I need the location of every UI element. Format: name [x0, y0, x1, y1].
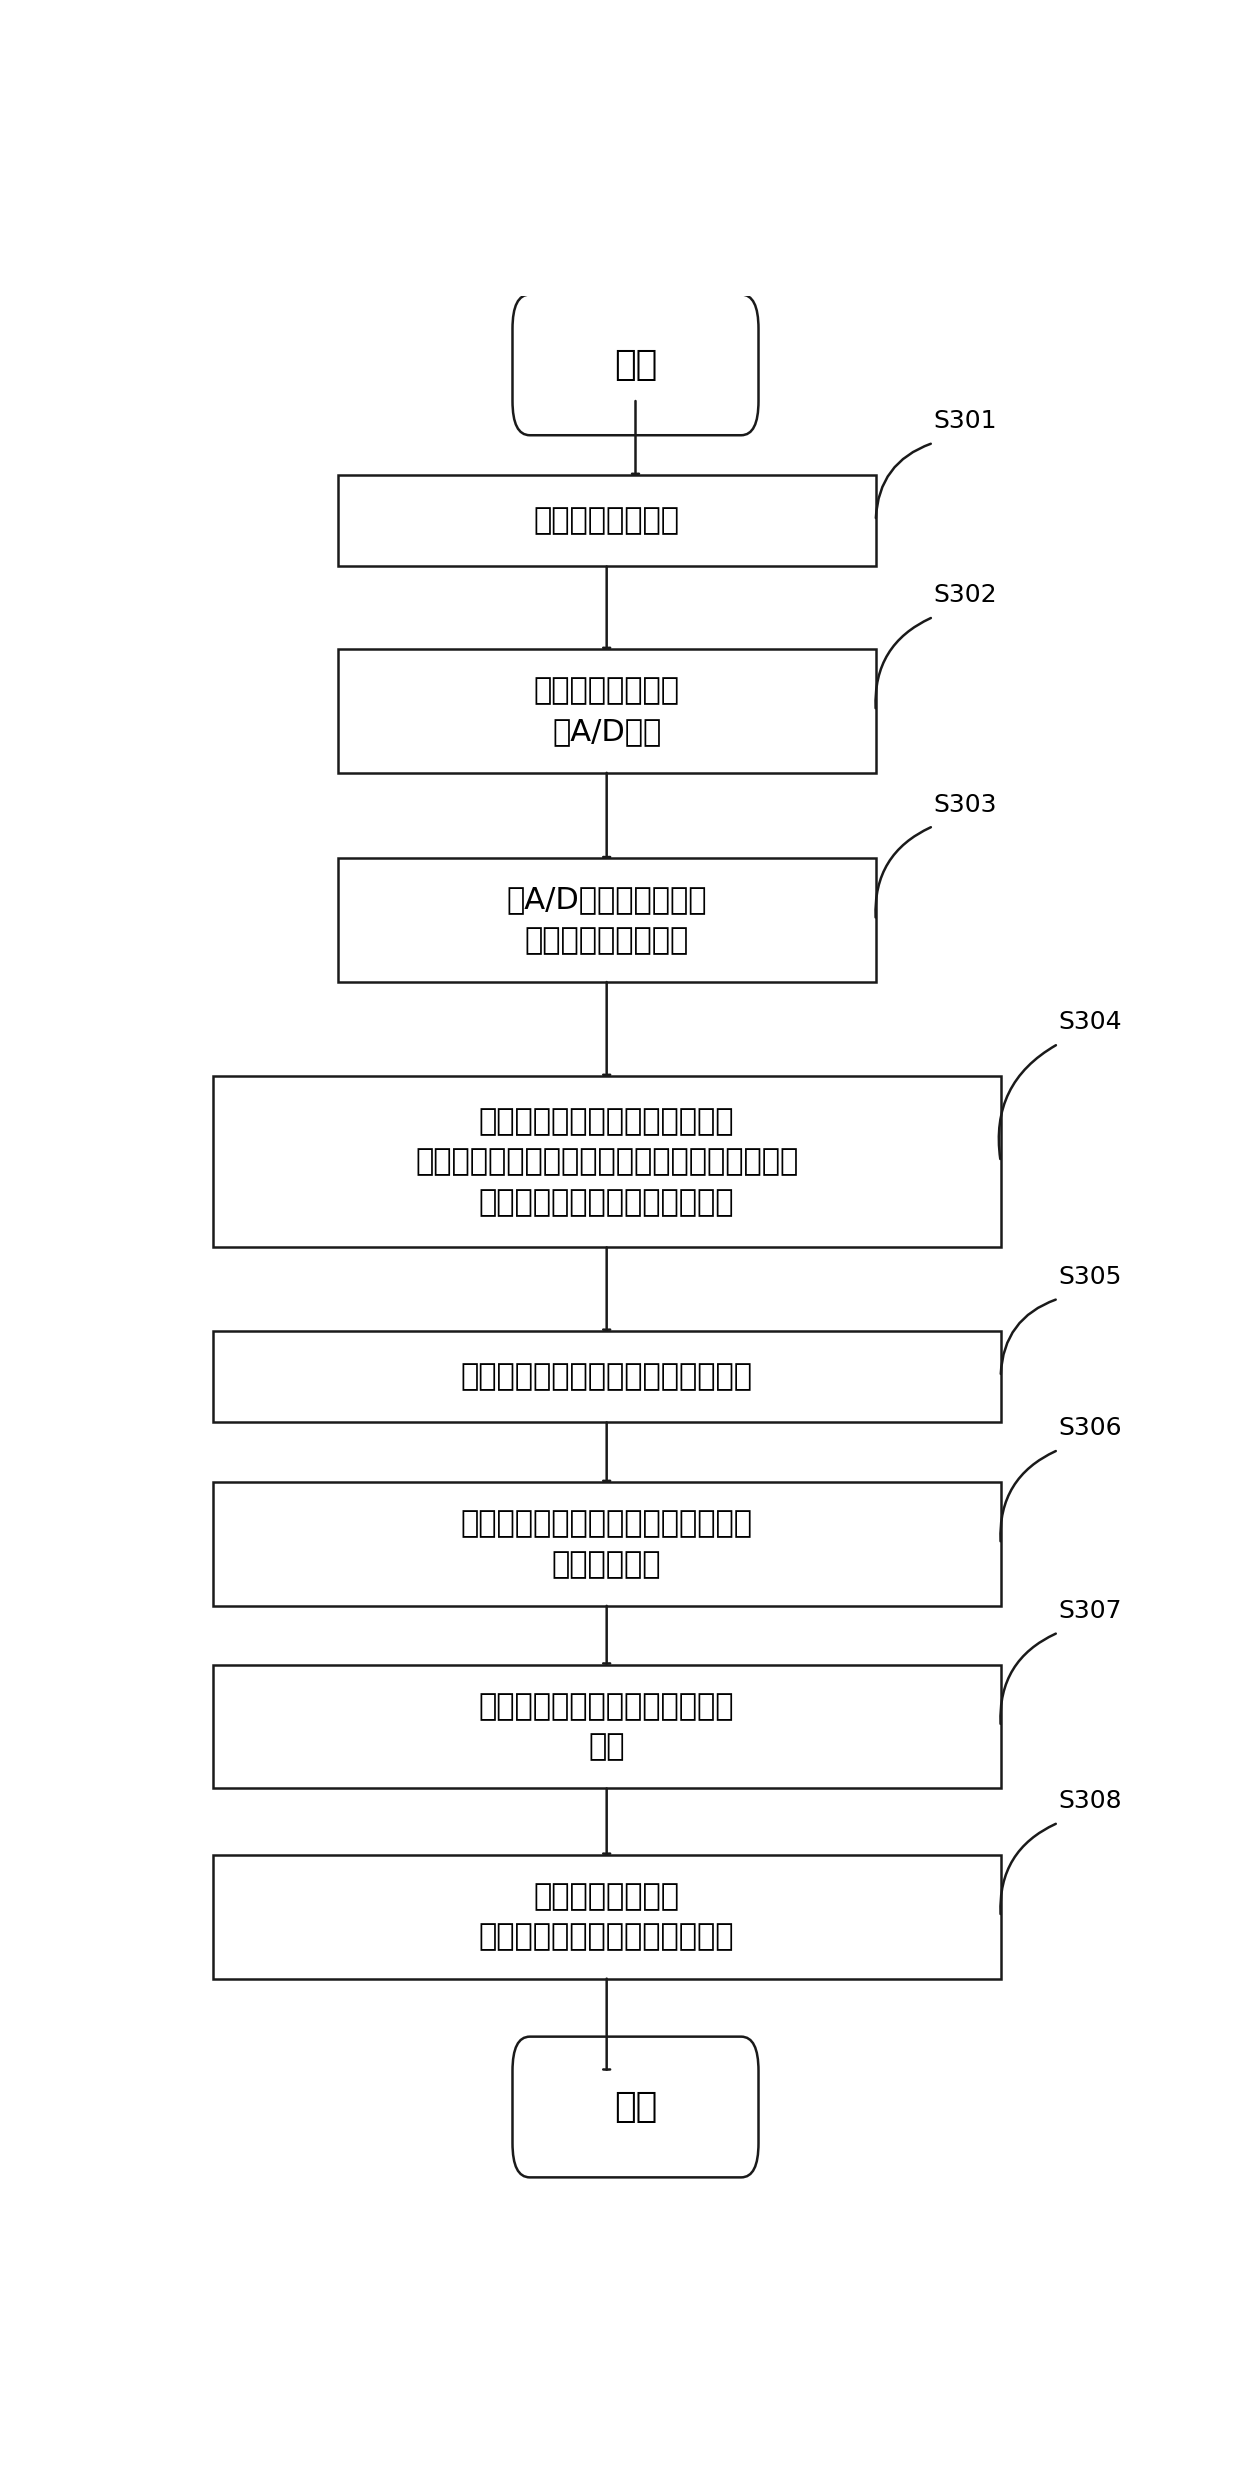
Bar — [337, 474, 875, 566]
Text: 结束: 结束 — [614, 2090, 657, 2124]
FancyArrowPatch shape — [875, 827, 931, 916]
FancyArrowPatch shape — [1001, 1633, 1055, 1724]
Bar — [213, 1482, 1001, 1606]
Bar — [213, 1077, 1001, 1247]
Text: 对执行防饱和后的比例积分计算结果
执行限幅调整: 对执行防饱和后的比例积分计算结果 执行限幅调整 — [461, 1509, 753, 1578]
FancyArrowPatch shape — [1001, 1450, 1055, 1541]
Text: 对A/D转换后的熔胶背
压信号执行整形滤波: 对A/D转换后的熔胶背 压信号执行整形滤波 — [506, 884, 707, 956]
Bar — [213, 1331, 1001, 1423]
Bar — [213, 1665, 1001, 1788]
Text: S307: S307 — [1058, 1598, 1122, 1623]
Text: 将整形滤波后的数据与预设的熔
胶背压值相比较，以得到实时的偏差信号，并对
所述偏差信号进行比例积分运算: 将整形滤波后的数据与预设的熔 胶背压值相比较，以得到实时的偏差信号，并对 所述偏… — [415, 1107, 799, 1218]
Text: S305: S305 — [1058, 1265, 1122, 1289]
Text: 采集熔胶背压信号: 采集熔胶背压信号 — [533, 506, 680, 536]
Text: 对经限幅调整后的结果执行输出
滤波: 对经限幅调整后的结果执行输出 滤波 — [479, 1692, 734, 1761]
Bar — [337, 650, 875, 773]
Text: 对熔胶背压信号进
行A/D转换: 对熔胶背压信号进 行A/D转换 — [533, 677, 680, 746]
Text: S301: S301 — [934, 410, 997, 432]
Text: 对比例积分计算结果执行防饱和运算: 对比例积分计算结果执行防饱和运算 — [461, 1361, 753, 1391]
FancyBboxPatch shape — [512, 2038, 759, 2179]
FancyBboxPatch shape — [512, 294, 759, 435]
Bar — [213, 1855, 1001, 1978]
Text: S306: S306 — [1058, 1415, 1122, 1440]
FancyArrowPatch shape — [875, 445, 931, 519]
FancyArrowPatch shape — [1001, 1299, 1055, 1373]
Text: S304: S304 — [1058, 1010, 1122, 1035]
FancyArrowPatch shape — [1001, 1823, 1055, 1914]
Bar — [337, 860, 875, 983]
Text: S302: S302 — [934, 583, 997, 608]
Text: S308: S308 — [1058, 1788, 1122, 1813]
Text: S303: S303 — [934, 793, 997, 818]
FancyArrowPatch shape — [998, 1045, 1056, 1158]
FancyArrowPatch shape — [875, 618, 931, 709]
Text: 对经滤波后的数据
转换成射出速度和射出扭矩信号: 对经滤波后的数据 转换成射出速度和射出扭矩信号 — [479, 1882, 734, 1951]
Text: 开始: 开始 — [614, 348, 657, 383]
